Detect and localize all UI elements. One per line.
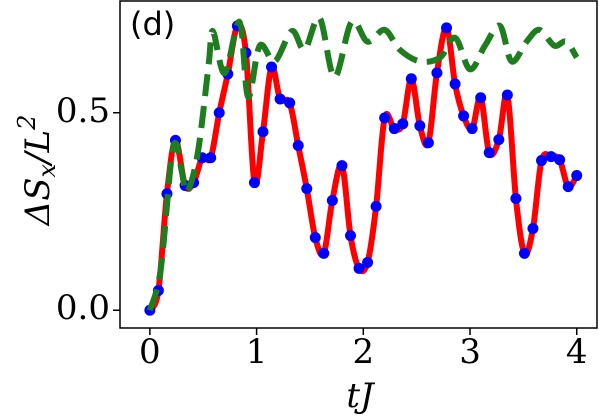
data-point xyxy=(562,181,574,193)
data-point xyxy=(527,222,539,234)
x-tick-label: 2 xyxy=(352,332,374,372)
data-point xyxy=(379,112,391,124)
x-tick-label: 0 xyxy=(139,332,161,372)
y-axis-label: ΔSx/L2 xyxy=(13,115,61,228)
data-point xyxy=(431,67,443,79)
data-point xyxy=(536,155,548,167)
data-point xyxy=(449,78,461,90)
x-label-part: t xyxy=(346,376,360,416)
data-point xyxy=(309,232,321,244)
data-point xyxy=(257,126,269,138)
data-point xyxy=(397,118,409,130)
data-point xyxy=(301,183,313,195)
data-point xyxy=(483,147,495,159)
data-point xyxy=(336,160,348,172)
data-point xyxy=(274,93,286,105)
y-label-part: ΔS xyxy=(18,178,58,228)
data-point xyxy=(248,177,260,189)
data-point xyxy=(405,73,417,85)
data-point xyxy=(388,123,400,135)
y-tick-label: 0.5 xyxy=(56,91,110,131)
data-point xyxy=(501,89,513,101)
y-tick-label: 0.0 xyxy=(56,288,110,328)
data-point xyxy=(458,110,470,122)
data-point xyxy=(326,194,338,206)
data-point xyxy=(466,123,478,135)
data-point xyxy=(292,140,304,152)
data-point xyxy=(510,192,522,204)
plot-frame xyxy=(119,0,598,329)
dashed-line xyxy=(146,14,580,312)
x-axis-label: tJ xyxy=(346,376,376,416)
data-point xyxy=(518,247,530,259)
y-label-part: x xyxy=(33,164,61,178)
data-point xyxy=(205,152,217,164)
data-point xyxy=(213,107,225,119)
data-point xyxy=(266,61,278,73)
data-point xyxy=(362,256,374,268)
data-point xyxy=(545,151,557,163)
data-point xyxy=(475,92,487,104)
data-point xyxy=(284,97,296,109)
data-point xyxy=(554,154,566,166)
x-tick-label: 4 xyxy=(566,332,588,372)
data-point xyxy=(370,200,382,212)
x-label-part: J xyxy=(354,376,376,416)
y-label-part: /L xyxy=(18,130,58,167)
data-point xyxy=(318,247,330,259)
data-point xyxy=(441,22,453,34)
x-tick-label: 3 xyxy=(459,332,481,372)
data-point xyxy=(344,230,356,242)
data-point xyxy=(493,134,505,146)
data-point xyxy=(353,262,365,274)
panel-label: (d) xyxy=(130,5,175,43)
data-point xyxy=(422,137,434,149)
data-point xyxy=(414,120,426,132)
x-tick-label: 1 xyxy=(246,332,268,372)
data-point xyxy=(571,170,583,182)
y-label-part: 2 xyxy=(13,115,41,131)
